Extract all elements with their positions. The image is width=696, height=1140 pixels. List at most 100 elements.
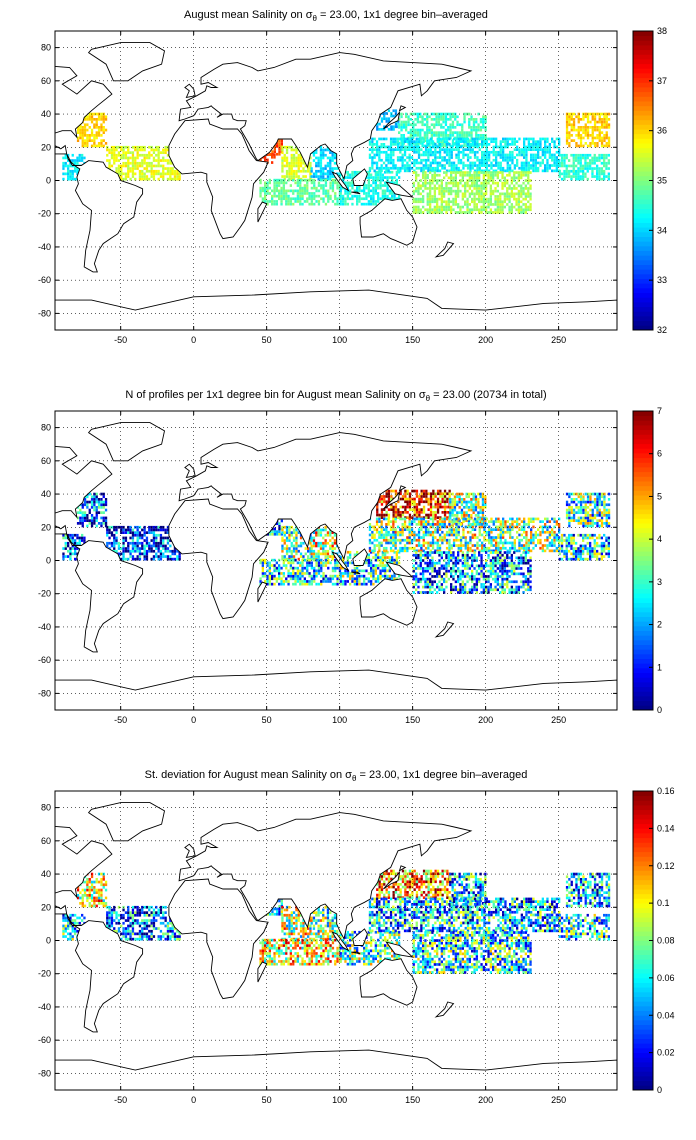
data-cell <box>422 489 426 493</box>
data-cell <box>129 525 132 529</box>
data-cell <box>288 539 291 542</box>
colorbar-segment <box>633 273 653 280</box>
data-cell <box>309 541 312 545</box>
data-cell <box>527 187 530 190</box>
data-cell <box>470 500 473 504</box>
data-cell <box>506 173 509 177</box>
data-cell <box>69 557 72 561</box>
data-cell <box>447 205 450 209</box>
data-cell <box>324 202 328 206</box>
data-cell <box>162 539 165 542</box>
data-cell <box>93 136 96 140</box>
data-cell <box>523 140 526 143</box>
data-cell <box>433 126 436 129</box>
data-cell <box>294 189 297 193</box>
data-cell <box>166 541 170 545</box>
data-cell <box>334 582 337 586</box>
data-cell <box>437 118 440 121</box>
data-cell <box>485 171 488 174</box>
data-cell <box>326 177 330 181</box>
data-cell <box>522 203 525 206</box>
data-cell <box>329 181 332 185</box>
data-cell <box>386 556 389 559</box>
data-cell <box>306 582 309 586</box>
data-cell <box>79 511 82 514</box>
data-cell <box>455 169 458 173</box>
data-cell <box>108 531 111 534</box>
data-cell <box>401 143 404 146</box>
data-cell <box>544 140 547 143</box>
data-cell <box>568 123 571 127</box>
data-cell <box>292 549 296 553</box>
data-cell <box>143 552 146 556</box>
data-cell <box>113 156 116 160</box>
data-cell <box>534 158 537 162</box>
data-cell <box>453 500 457 504</box>
data-cell <box>108 167 111 170</box>
data-cell <box>377 200 380 203</box>
x-tick-label: -50 <box>114 335 127 345</box>
data-cell <box>529 171 532 174</box>
data-cell <box>391 178 394 182</box>
data-cell <box>473 205 476 209</box>
data-cell <box>482 203 485 206</box>
data-cell <box>582 175 585 178</box>
data-cell <box>475 179 478 182</box>
data-cell <box>568 169 571 173</box>
data-cell <box>90 134 94 137</box>
data-cell <box>129 549 132 553</box>
data-cell <box>353 173 356 177</box>
data-cell <box>317 555 320 558</box>
data-cell <box>454 184 457 188</box>
data-cell <box>155 533 158 537</box>
data-cell <box>333 539 337 542</box>
data-cell <box>322 572 325 575</box>
data-cell <box>596 126 599 129</box>
data-cell <box>159 541 163 545</box>
data-cell <box>436 179 439 182</box>
data-cell <box>463 511 466 514</box>
data-cell <box>426 211 429 214</box>
data-cell <box>97 126 101 129</box>
data-cell <box>138 547 142 550</box>
data-cell <box>591 156 594 160</box>
data-cell <box>437 112 440 116</box>
data-cell <box>575 134 578 137</box>
data-cell <box>127 544 130 548</box>
data-cell <box>155 528 158 532</box>
data-cell <box>415 161 418 165</box>
colorbar-segment <box>633 292 653 298</box>
data-cell <box>450 156 453 159</box>
data-cell <box>589 142 592 145</box>
data-cell <box>169 555 172 558</box>
data-cell <box>474 495 478 499</box>
data-cell <box>596 144 599 148</box>
data-cell <box>476 166 479 170</box>
data-cell <box>62 177 65 181</box>
data-cell <box>173 175 177 178</box>
data-cell <box>280 192 283 195</box>
data-cell <box>259 194 262 198</box>
data-cell <box>378 153 381 157</box>
data-cell <box>440 134 443 137</box>
data-cell <box>473 140 477 143</box>
data-cell <box>418 513 421 517</box>
data-cell <box>501 176 504 180</box>
data-cell <box>288 555 291 558</box>
data-cell <box>423 144 426 148</box>
data-cell <box>430 128 433 132</box>
data-cell <box>313 192 316 195</box>
data-cell <box>382 143 386 146</box>
data-cell <box>312 549 316 553</box>
data-cell <box>64 153 67 157</box>
data-cell <box>288 164 291 168</box>
data-cell <box>572 164 575 168</box>
data-cell <box>319 167 323 170</box>
data-cell <box>596 159 599 162</box>
data-cell <box>413 505 416 509</box>
data-cell <box>497 166 500 170</box>
data-cell <box>134 557 137 561</box>
data-cell <box>349 561 352 565</box>
data-cell <box>117 541 121 545</box>
data-cell <box>395 561 398 565</box>
